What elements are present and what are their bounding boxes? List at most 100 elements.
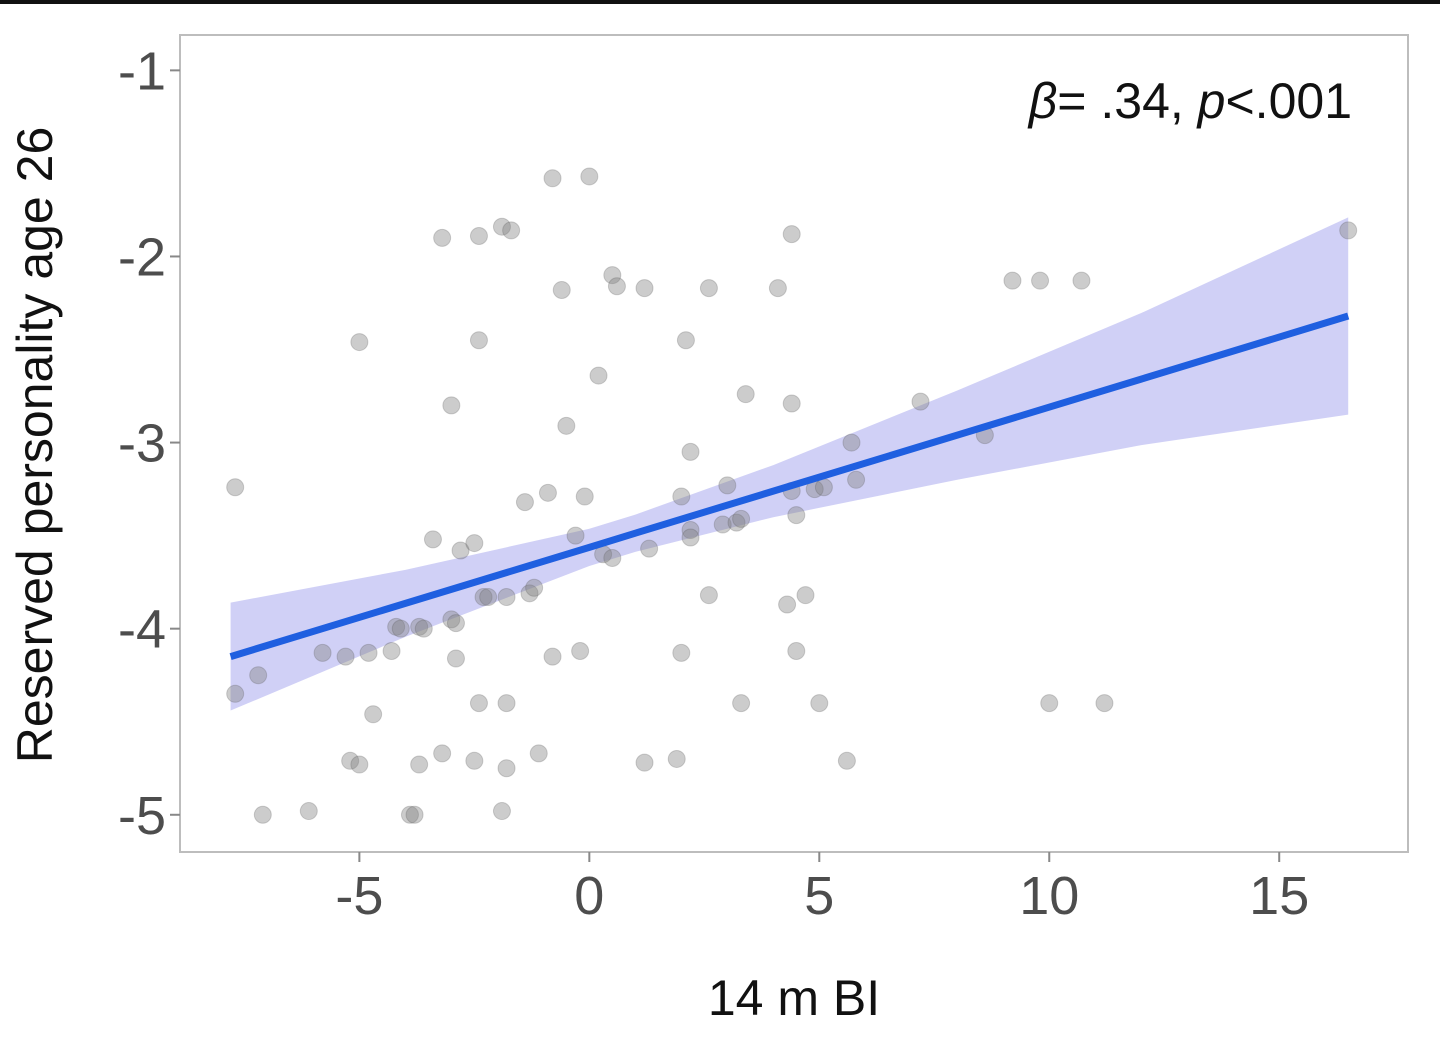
confidence-ribbon-group bbox=[230, 217, 1349, 711]
x-tick-label: 15 bbox=[1249, 866, 1309, 926]
data-point bbox=[681, 442, 700, 461]
data-point bbox=[640, 539, 659, 558]
data-point bbox=[782, 225, 801, 244]
data-point bbox=[497, 759, 516, 778]
x-tick-label: 0 bbox=[574, 866, 604, 926]
x-tick-label: 5 bbox=[804, 866, 834, 926]
data-point bbox=[1095, 694, 1114, 713]
data-point bbox=[442, 396, 461, 415]
p-symbol: p bbox=[1196, 73, 1226, 129]
p-value: <.001 bbox=[1225, 73, 1352, 129]
data-point bbox=[492, 217, 511, 236]
data-point bbox=[410, 755, 429, 774]
data-point bbox=[718, 476, 737, 495]
data-point bbox=[313, 643, 332, 662]
data-point bbox=[299, 802, 318, 821]
data-point bbox=[787, 506, 806, 525]
data-point bbox=[538, 483, 557, 502]
y-tick-label: -2 bbox=[118, 227, 166, 287]
data-point bbox=[529, 744, 548, 763]
data-point bbox=[341, 751, 360, 770]
data-point bbox=[575, 487, 594, 506]
data-point bbox=[580, 167, 599, 186]
data-point bbox=[515, 493, 534, 512]
stat-annotation: β= .34, p<.001 bbox=[1027, 73, 1352, 129]
regression-line bbox=[229, 312, 1350, 660]
x-axis-ticks: -5 0 5 10 15 bbox=[335, 852, 1309, 926]
data-point bbox=[681, 521, 700, 540]
data-point bbox=[359, 643, 378, 662]
data-point bbox=[451, 541, 470, 560]
data-point bbox=[566, 526, 585, 545]
data-point bbox=[713, 515, 732, 534]
data-point bbox=[557, 416, 576, 435]
data-point bbox=[1031, 271, 1050, 290]
data-point bbox=[1072, 271, 1091, 290]
data-point bbox=[520, 584, 539, 603]
fit-line-group bbox=[229, 312, 1350, 660]
data-point bbox=[732, 694, 751, 713]
data-point bbox=[847, 470, 866, 489]
data-point bbox=[732, 509, 751, 528]
data-point bbox=[391, 619, 410, 638]
points-group bbox=[226, 167, 1358, 824]
data-point bbox=[571, 642, 590, 661]
y-tick-label: -3 bbox=[118, 414, 166, 474]
data-point bbox=[382, 642, 401, 661]
data-point bbox=[782, 394, 801, 413]
data-point bbox=[446, 649, 465, 668]
data-point bbox=[681, 528, 700, 547]
y-tick-label: -4 bbox=[118, 600, 166, 660]
confidence-ribbon bbox=[230, 217, 1349, 711]
data-point bbox=[842, 433, 861, 452]
x-tick-label: -5 bbox=[335, 866, 383, 926]
data-point bbox=[423, 530, 442, 549]
data-point bbox=[253, 805, 272, 824]
data-point bbox=[226, 684, 245, 703]
data-point bbox=[364, 705, 383, 724]
data-point bbox=[502, 221, 521, 240]
data-point bbox=[350, 755, 369, 774]
beta-symbol: β bbox=[1027, 73, 1058, 129]
data-point bbox=[911, 392, 930, 411]
x-axis-title: 14 m BI bbox=[708, 970, 880, 1026]
plot-panel bbox=[179, 34, 1409, 853]
data-point bbox=[778, 595, 797, 614]
data-point bbox=[469, 694, 488, 713]
data-point bbox=[543, 647, 562, 666]
data-point bbox=[469, 331, 488, 350]
data-point bbox=[543, 169, 562, 188]
data-point bbox=[474, 588, 493, 607]
y-axis-title: Reserved personality age 26 bbox=[7, 127, 63, 764]
y-tick-label: -1 bbox=[118, 41, 166, 101]
data-point bbox=[607, 277, 626, 296]
data-point bbox=[814, 478, 833, 497]
data-point bbox=[676, 331, 695, 350]
data-point bbox=[405, 805, 424, 824]
data-point bbox=[492, 802, 511, 821]
y-axis-ticks: -1 -2 -3 -4 -5 bbox=[118, 41, 180, 846]
data-point bbox=[635, 753, 654, 772]
data-point bbox=[497, 588, 516, 607]
data-point bbox=[810, 694, 829, 713]
data-point bbox=[1339, 221, 1358, 240]
data-point bbox=[796, 586, 815, 605]
data-point bbox=[736, 385, 755, 404]
x-tick-label: 10 bbox=[1019, 866, 1079, 926]
data-point bbox=[603, 548, 622, 567]
data-point bbox=[433, 744, 452, 763]
data-point bbox=[465, 751, 484, 770]
data-point bbox=[768, 279, 787, 298]
data-point bbox=[589, 366, 608, 385]
data-point bbox=[1003, 271, 1022, 290]
data-point bbox=[1040, 694, 1059, 713]
beta-value: = .34, bbox=[1057, 73, 1197, 129]
data-point bbox=[672, 643, 691, 662]
data-point bbox=[603, 266, 622, 285]
data-point bbox=[469, 226, 488, 245]
data-point bbox=[479, 588, 498, 607]
data-point bbox=[667, 749, 686, 768]
data-point bbox=[497, 694, 516, 713]
data-point bbox=[433, 228, 452, 247]
